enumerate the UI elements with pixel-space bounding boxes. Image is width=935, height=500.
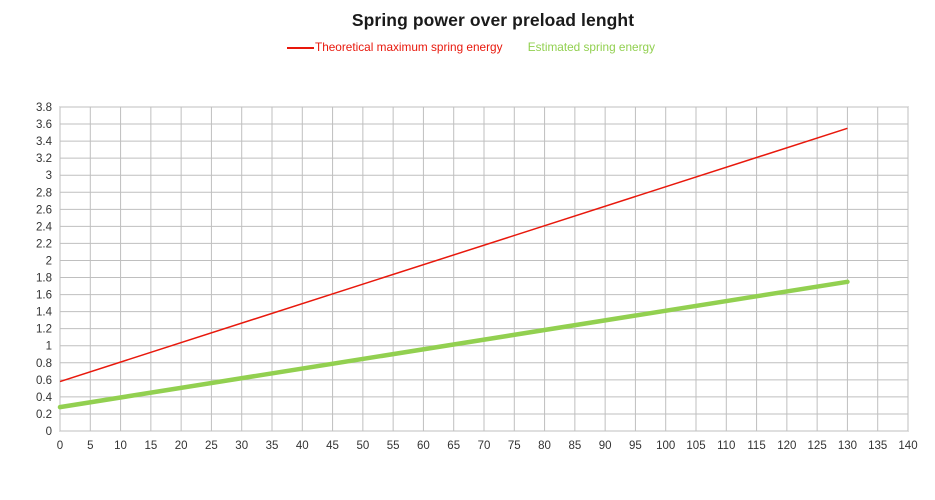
svg-text:125: 125 — [808, 440, 827, 452]
svg-text:90: 90 — [599, 440, 612, 452]
svg-text:5: 5 — [87, 440, 93, 452]
svg-text:40: 40 — [296, 440, 309, 452]
svg-text:50: 50 — [356, 440, 369, 452]
svg-text:0.6: 0.6 — [36, 375, 52, 387]
svg-text:70: 70 — [478, 440, 491, 452]
svg-text:2.6: 2.6 — [36, 204, 52, 216]
svg-text:3: 3 — [46, 170, 52, 182]
svg-text:0.2: 0.2 — [36, 409, 52, 421]
svg-text:0: 0 — [57, 440, 63, 452]
svg-text:60: 60 — [417, 440, 430, 452]
svg-text:55: 55 — [387, 440, 400, 452]
svg-text:1.4: 1.4 — [36, 307, 53, 319]
svg-text:3.4: 3.4 — [36, 136, 53, 148]
svg-text:2.2: 2.2 — [36, 238, 52, 250]
svg-text:140: 140 — [898, 440, 917, 452]
svg-text:45: 45 — [326, 440, 339, 452]
svg-text:1.8: 1.8 — [36, 273, 52, 285]
svg-text:2: 2 — [46, 255, 52, 267]
svg-text:65: 65 — [447, 440, 460, 452]
svg-text:135: 135 — [868, 440, 887, 452]
svg-text:15: 15 — [144, 440, 157, 452]
svg-text:80: 80 — [538, 440, 551, 452]
svg-text:115: 115 — [747, 440, 765, 452]
svg-text:100: 100 — [656, 440, 675, 452]
svg-text:95: 95 — [629, 440, 642, 452]
svg-text:10: 10 — [114, 440, 127, 452]
svg-text:0: 0 — [46, 426, 52, 438]
svg-text:105: 105 — [686, 440, 705, 452]
svg-text:110: 110 — [717, 440, 735, 452]
svg-text:0.4: 0.4 — [36, 392, 53, 404]
svg-text:20: 20 — [175, 440, 188, 452]
svg-text:2.4: 2.4 — [36, 221, 53, 233]
svg-text:120: 120 — [777, 440, 796, 452]
svg-text:1.6: 1.6 — [36, 290, 52, 302]
svg-text:25: 25 — [205, 440, 218, 452]
svg-text:2.8: 2.8 — [36, 187, 52, 199]
svg-text:1.2: 1.2 — [36, 324, 52, 336]
svg-text:0.8: 0.8 — [36, 358, 52, 370]
svg-text:1: 1 — [46, 341, 52, 353]
svg-text:3.6: 3.6 — [36, 119, 52, 131]
svg-text:75: 75 — [508, 440, 521, 452]
svg-text:3.2: 3.2 — [36, 153, 52, 165]
svg-text:35: 35 — [266, 440, 279, 452]
svg-text:85: 85 — [568, 440, 581, 452]
svg-text:3.8: 3.8 — [36, 102, 52, 114]
svg-text:130: 130 — [838, 440, 857, 452]
svg-text:30: 30 — [235, 440, 248, 452]
